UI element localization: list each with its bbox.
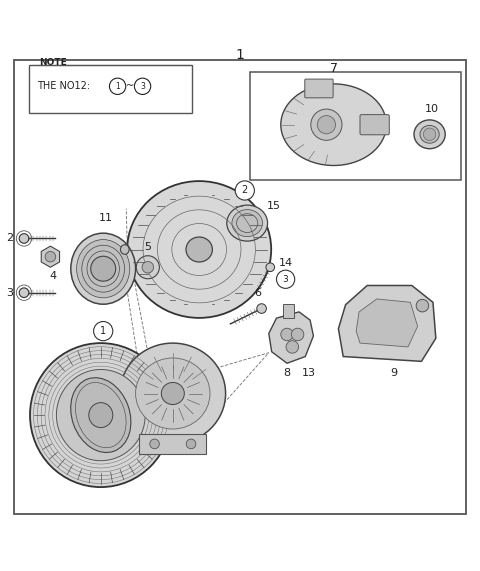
- Text: 3: 3: [6, 288, 13, 297]
- Ellipse shape: [311, 109, 342, 140]
- Text: 11: 11: [98, 214, 113, 223]
- Text: 9: 9: [390, 368, 397, 378]
- Circle shape: [109, 78, 126, 94]
- Ellipse shape: [120, 343, 226, 444]
- Circle shape: [423, 128, 436, 140]
- Ellipse shape: [317, 115, 336, 134]
- Ellipse shape: [30, 343, 172, 487]
- Bar: [29, 65, 192, 112]
- Circle shape: [150, 439, 159, 449]
- Ellipse shape: [237, 214, 258, 232]
- Polygon shape: [41, 246, 60, 267]
- Ellipse shape: [161, 383, 184, 404]
- Text: 13: 13: [301, 368, 316, 378]
- Text: 1: 1: [115, 82, 120, 91]
- Polygon shape: [356, 299, 418, 347]
- Ellipse shape: [414, 120, 445, 148]
- Polygon shape: [269, 312, 313, 363]
- Ellipse shape: [135, 358, 210, 429]
- Ellipse shape: [227, 205, 268, 241]
- Polygon shape: [338, 286, 436, 361]
- Text: 2: 2: [241, 186, 248, 195]
- Ellipse shape: [77, 240, 130, 298]
- Text: 5: 5: [144, 242, 151, 252]
- Text: 3: 3: [140, 82, 145, 91]
- Text: 6: 6: [254, 288, 261, 298]
- FancyBboxPatch shape: [139, 435, 206, 453]
- Circle shape: [266, 263, 275, 272]
- Ellipse shape: [281, 84, 386, 166]
- Text: 4: 4: [49, 271, 56, 281]
- Ellipse shape: [71, 233, 136, 304]
- Circle shape: [416, 299, 429, 312]
- FancyBboxPatch shape: [305, 79, 333, 98]
- Circle shape: [94, 321, 113, 341]
- Circle shape: [186, 439, 196, 449]
- Text: 8: 8: [284, 368, 290, 378]
- Text: THE NO12:: THE NO12:: [37, 81, 91, 91]
- Circle shape: [91, 256, 116, 281]
- Ellipse shape: [89, 403, 113, 428]
- Ellipse shape: [127, 181, 271, 318]
- Circle shape: [19, 234, 29, 243]
- Circle shape: [257, 304, 266, 313]
- Text: 10: 10: [425, 104, 439, 114]
- Text: 3: 3: [283, 275, 288, 284]
- Polygon shape: [283, 304, 294, 318]
- Circle shape: [19, 288, 29, 297]
- Circle shape: [291, 328, 304, 341]
- Text: NOTE: NOTE: [39, 58, 67, 67]
- Circle shape: [281, 328, 293, 341]
- Text: 1: 1: [100, 326, 106, 336]
- Text: 2: 2: [6, 234, 13, 243]
- Text: 1: 1: [236, 48, 244, 62]
- Circle shape: [142, 262, 154, 273]
- Circle shape: [45, 251, 56, 262]
- FancyBboxPatch shape: [360, 115, 389, 135]
- Text: 7: 7: [330, 62, 337, 75]
- Circle shape: [286, 341, 299, 353]
- Ellipse shape: [87, 251, 120, 287]
- Ellipse shape: [120, 245, 129, 254]
- Ellipse shape: [232, 210, 263, 236]
- Text: 14: 14: [278, 259, 293, 268]
- Ellipse shape: [420, 126, 439, 143]
- Circle shape: [276, 270, 295, 288]
- Ellipse shape: [57, 369, 145, 461]
- Ellipse shape: [82, 246, 125, 292]
- Text: 15: 15: [266, 202, 281, 211]
- Ellipse shape: [186, 237, 212, 262]
- Circle shape: [134, 78, 151, 94]
- Bar: [250, 72, 461, 180]
- Text: ~: ~: [126, 81, 133, 91]
- Circle shape: [136, 256, 159, 279]
- Circle shape: [235, 181, 254, 200]
- Ellipse shape: [71, 377, 131, 452]
